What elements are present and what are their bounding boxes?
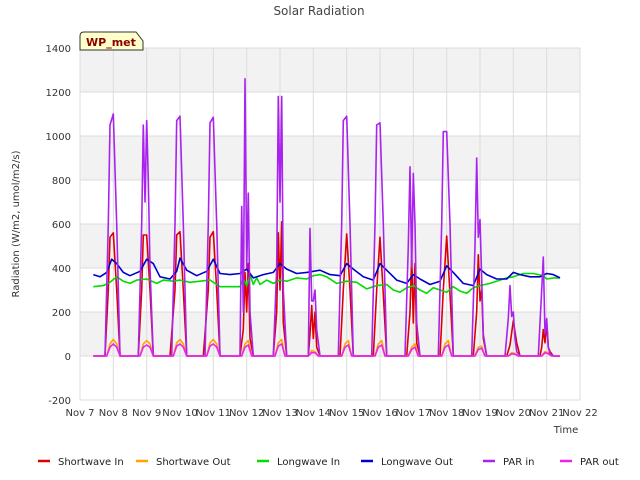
legend-label: Shortwave In xyxy=(58,457,124,468)
x-tick-label: Nov 17 xyxy=(396,408,431,419)
y-axis: -200 0 200 400 600 800 1000 1200 1400 xyxy=(46,44,71,407)
legend-item: PAR in xyxy=(483,457,534,468)
y-tick-label: 1000 xyxy=(46,132,71,143)
series-line-longwave-in xyxy=(93,272,560,295)
x-tick-label: Nov 22 xyxy=(562,408,597,419)
legend-item: Longwave In xyxy=(257,457,340,468)
plot-bands xyxy=(80,48,580,356)
y-tick-label: 400 xyxy=(52,264,71,275)
x-tick-label: Nov 14 xyxy=(296,408,331,419)
y-tick-label: 1200 xyxy=(46,88,71,99)
x-tick-label: Nov 19 xyxy=(462,408,497,419)
x-tick-label: Nov 12 xyxy=(229,408,264,419)
legend-label: Longwave Out xyxy=(381,457,453,468)
legend: Shortwave In Shortwave Out Longwave In Long… xyxy=(38,457,619,468)
x-tick-label: Nov 8 xyxy=(99,408,128,419)
chart-title: Solar Radiation xyxy=(273,4,364,18)
plot-area xyxy=(93,78,561,357)
plot-band xyxy=(80,312,580,356)
y-tick-label: 0 xyxy=(65,352,71,363)
legend-item: PAR out xyxy=(560,457,619,468)
plot-band xyxy=(80,48,580,92)
x-tick-label: Nov 16 xyxy=(362,408,397,419)
x-tick-label: Nov 18 xyxy=(429,408,464,419)
x-tick-label: Nov 7 xyxy=(65,408,94,419)
plot-band xyxy=(80,136,580,180)
x-tick-label: Nov 15 xyxy=(329,408,364,419)
legend-label: PAR in xyxy=(503,457,534,468)
y-tick-label: 800 xyxy=(52,176,71,187)
y-tick-label: 200 xyxy=(52,308,71,319)
legend-item: Longwave Out xyxy=(361,457,453,468)
series-line-par-out xyxy=(93,343,560,357)
x-tick-label: Nov 10 xyxy=(162,408,197,419)
legend-item: Shortwave Out xyxy=(136,457,231,468)
x-tick-label: Nov 9 xyxy=(132,408,161,419)
y-tick-label: -200 xyxy=(48,396,71,407)
x-tick-label: Nov 20 xyxy=(496,408,531,419)
legend-label: Shortwave Out xyxy=(156,457,231,468)
site-label: WP_met xyxy=(86,36,136,49)
legend-label: Longwave In xyxy=(277,457,340,468)
y-tick-label: 1400 xyxy=(46,44,71,55)
legend-item: Shortwave In xyxy=(38,457,124,468)
x-tick-label: Nov 13 xyxy=(262,408,297,419)
y-axis-title: Radiation (W/m2, umol/m2/s) xyxy=(11,150,22,297)
site-badge: WP_met xyxy=(79,31,144,51)
x-tick-label: Nov 21 xyxy=(529,408,564,419)
x-axis-title: Time xyxy=(553,425,578,436)
legend-label: PAR out xyxy=(580,457,619,468)
y-tick-label: 600 xyxy=(52,220,71,231)
x-tick-label: Nov 11 xyxy=(196,408,231,419)
plot-band xyxy=(80,224,580,268)
